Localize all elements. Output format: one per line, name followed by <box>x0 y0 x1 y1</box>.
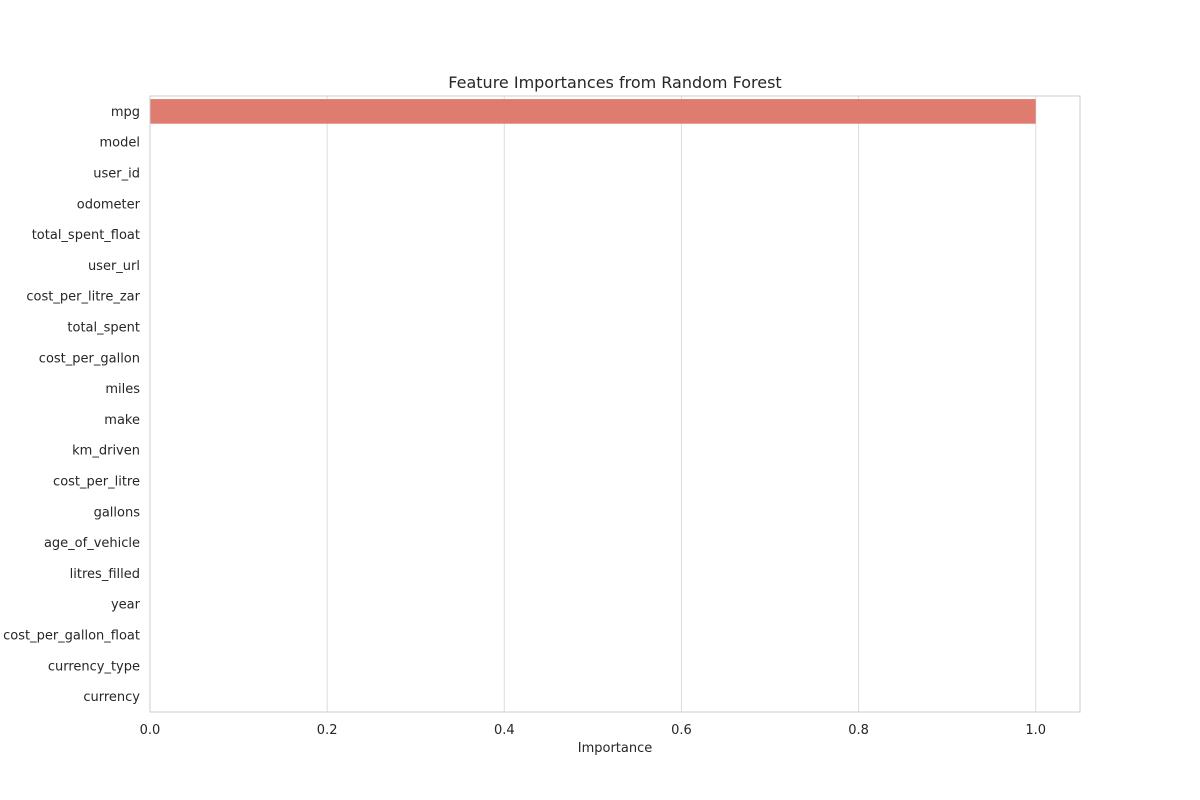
y-tick-label: gallons <box>94 505 141 520</box>
y-tick-label: cost_per_gallon_float <box>3 629 140 644</box>
y-tick-label: make <box>104 413 140 428</box>
grid-lines <box>149 96 1037 712</box>
x-tick-label: 0.8 <box>848 723 869 738</box>
y-tick-label: miles <box>105 382 140 397</box>
chart-title: Feature Importances from Random Forest <box>448 73 781 92</box>
y-tick-label: age_of_vehicle <box>44 536 140 551</box>
x-axis-label: Importance <box>578 741 653 756</box>
x-tick-label: 0.0 <box>140 723 161 738</box>
y-tick-label: user_id <box>93 167 140 182</box>
y-tick-label: user_url <box>88 259 140 274</box>
y-tick-label: model <box>100 136 140 151</box>
y-tick-label: km_driven <box>72 444 140 459</box>
x-tick-labels: 0.0 0.2 0.4 0.6 0.8 1.0 <box>140 723 1046 738</box>
bars <box>150 99 1036 124</box>
x-tick-label: 0.2 <box>317 723 338 738</box>
y-tick-label: currency <box>83 690 140 705</box>
y-tick-label: cost_per_litre_zar <box>26 290 140 305</box>
bar-mpg <box>150 99 1036 124</box>
y-tick-label: total_spent_float <box>32 228 140 243</box>
y-tick-label: cost_per_litre <box>53 475 140 490</box>
y-tick-label: mpg <box>111 105 140 120</box>
y-tick-label: currency_type <box>48 659 140 674</box>
plot-frame <box>149 95 1081 713</box>
y-tick-label: year <box>111 598 141 613</box>
x-tick-label: 0.6 <box>671 723 692 738</box>
y-tick-labels: mpg model user_id odometer total_spent_float… <box>3 105 141 705</box>
x-tick-label: 1.0 <box>1025 723 1046 738</box>
y-tick-label: total_spent <box>67 321 140 336</box>
x-tick-label: 0.4 <box>494 723 515 738</box>
y-tick-label: cost_per_gallon <box>39 351 140 366</box>
y-tick-label: litres_filled <box>70 567 140 582</box>
y-tick-label: odometer <box>77 197 141 212</box>
